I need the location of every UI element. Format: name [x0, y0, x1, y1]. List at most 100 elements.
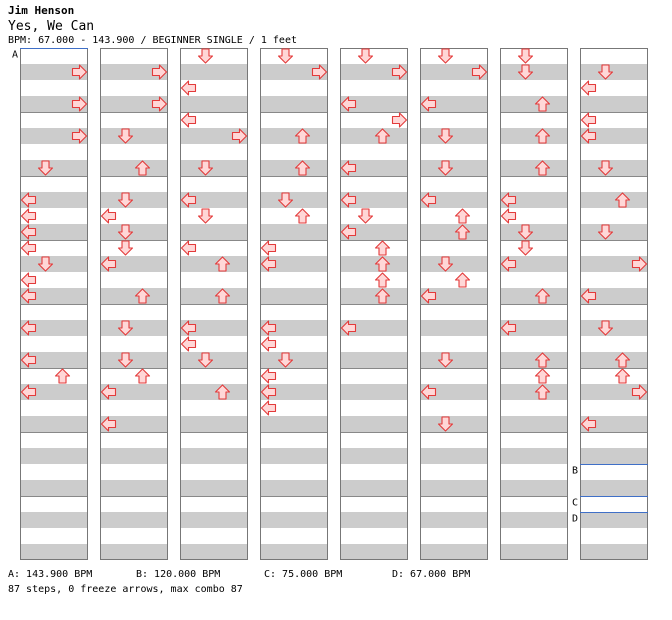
beat-row-shade	[100, 448, 168, 464]
down-arrow-note	[197, 48, 214, 64]
beat-row-shade	[580, 512, 648, 528]
chart-column	[420, 48, 488, 560]
left-arrow-note	[260, 336, 277, 352]
down-arrow-note	[117, 192, 134, 208]
right-arrow-note	[151, 96, 168, 112]
bpm-range-info: BPM: 67.000 - 143.900 / BEGINNER SINGLE …	[8, 35, 297, 46]
beat-row-shade	[100, 352, 168, 368]
beat-row-shade	[420, 128, 488, 144]
beat-row-shade	[340, 288, 408, 304]
beat-row-shade	[340, 448, 408, 464]
column-border	[580, 48, 648, 560]
left-arrow-note	[420, 192, 437, 208]
beat-row-shade	[20, 480, 88, 496]
beat-row-shade	[260, 352, 328, 368]
beat-row-shade	[500, 224, 568, 240]
beat-row-shade	[180, 544, 248, 560]
beat-row-shade	[500, 416, 568, 432]
beat-row-shade	[20, 288, 88, 304]
beat-row-shade	[580, 160, 648, 176]
beat-row-shade	[340, 160, 408, 176]
beat-row-shade	[180, 192, 248, 208]
bpm-legend-item: A: 143.900 BPM	[8, 569, 93, 580]
down-arrow-note	[117, 320, 134, 336]
beat-row-shade	[500, 96, 568, 112]
beat-row-shade	[20, 416, 88, 432]
beat-row-shade	[340, 352, 408, 368]
beat-row-shade	[420, 512, 488, 528]
left-arrow-note	[420, 288, 437, 304]
beat-row-shade	[500, 448, 568, 464]
beat-row-shade	[580, 384, 648, 400]
beat-row-shade	[100, 96, 168, 112]
left-arrow-note	[260, 384, 277, 400]
left-arrow-note	[500, 192, 517, 208]
beat-row-shade	[100, 512, 168, 528]
left-arrow-note	[580, 128, 597, 144]
chart-column	[180, 48, 248, 560]
beat-row-shade	[260, 416, 328, 432]
bpm-change-label: A	[12, 50, 18, 61]
beat-row-shade	[20, 192, 88, 208]
left-arrow-note	[20, 224, 37, 240]
beat-row-shade	[420, 96, 488, 112]
up-arrow-note	[614, 352, 631, 368]
left-arrow-note	[180, 80, 197, 96]
up-arrow-note	[534, 368, 551, 384]
beat-row-shade	[20, 96, 88, 112]
left-arrow-note	[260, 368, 277, 384]
down-arrow-note	[437, 128, 454, 144]
beat-row-shade	[260, 448, 328, 464]
up-arrow-note	[374, 256, 391, 272]
beat-row-shade	[340, 512, 408, 528]
down-arrow-note	[437, 352, 454, 368]
beat-row-shade	[260, 544, 328, 560]
beat-row-shade	[580, 480, 648, 496]
beat-row-shade	[500, 480, 568, 496]
down-arrow-note	[197, 352, 214, 368]
beat-row-shade	[180, 224, 248, 240]
down-arrow-note	[197, 160, 214, 176]
up-arrow-note	[214, 384, 231, 400]
left-arrow-note	[180, 192, 197, 208]
down-arrow-note	[117, 224, 134, 240]
left-arrow-note	[580, 288, 597, 304]
left-arrow-note	[20, 208, 37, 224]
down-arrow-note	[597, 320, 614, 336]
column-border	[500, 48, 568, 560]
up-arrow-note	[454, 224, 471, 240]
left-arrow-note	[180, 112, 197, 128]
bpm-change-label: C	[572, 498, 578, 509]
down-arrow-note	[357, 208, 374, 224]
down-arrow-note	[197, 208, 214, 224]
beat-row-shade	[420, 288, 488, 304]
chart-column	[20, 48, 88, 560]
chart-column	[580, 48, 648, 560]
beat-row-shade	[100, 160, 168, 176]
down-arrow-note	[277, 48, 294, 64]
beat-row-shade	[100, 480, 168, 496]
left-arrow-note	[180, 336, 197, 352]
beat-row-shade	[20, 256, 88, 272]
song-title: Yes, We Can	[8, 19, 95, 34]
left-arrow-note	[100, 256, 117, 272]
beat-row-shade	[340, 224, 408, 240]
down-arrow-note	[277, 192, 294, 208]
left-arrow-note	[20, 352, 37, 368]
column-border	[420, 48, 488, 560]
left-arrow-note	[20, 272, 37, 288]
left-arrow-note	[100, 208, 117, 224]
right-arrow-note	[71, 64, 88, 80]
up-arrow-note	[534, 96, 551, 112]
down-arrow-note	[37, 256, 54, 272]
down-arrow-note	[437, 160, 454, 176]
beat-row-shade	[180, 64, 248, 80]
up-arrow-note	[614, 368, 631, 384]
bpm-legend-item: C: 75.000 BPM	[264, 569, 343, 580]
down-arrow-note	[357, 48, 374, 64]
beat-row-shade	[260, 384, 328, 400]
beat-row-shade	[500, 352, 568, 368]
right-arrow-note	[311, 64, 328, 80]
down-arrow-note	[117, 352, 134, 368]
beat-row-shade	[260, 128, 328, 144]
